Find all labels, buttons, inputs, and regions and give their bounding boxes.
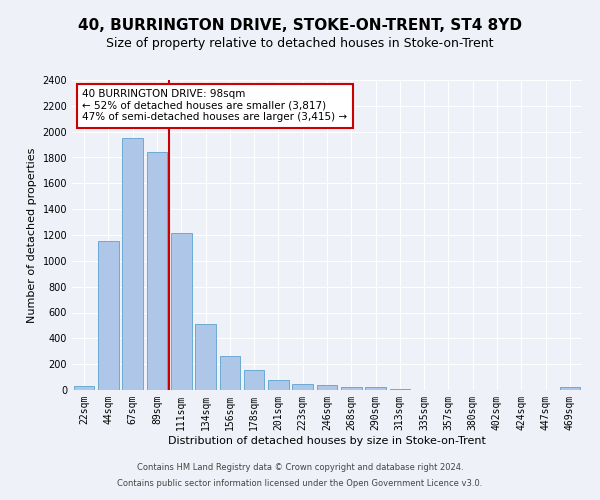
Bar [195,324,216,390]
X-axis label: Distribution of detached houses by size in Stoke-on-Trent: Distribution of detached houses by size … [168,436,486,446]
Bar [146,152,167,390]
Bar [317,385,337,390]
Bar [98,242,119,390]
Bar [122,138,143,390]
Bar [74,386,94,390]
Bar [365,388,386,390]
Bar [560,388,580,390]
Text: 40 BURRINGTON DRIVE: 98sqm
← 52% of detached houses are smaller (3,817)
47% of s: 40 BURRINGTON DRIVE: 98sqm ← 52% of deta… [82,90,347,122]
Bar [244,370,265,390]
Text: Contains HM Land Registry data © Crown copyright and database right 2024.: Contains HM Land Registry data © Crown c… [137,464,463,472]
Bar [268,380,289,390]
Bar [341,387,362,390]
Text: 40, BURRINGTON DRIVE, STOKE-ON-TRENT, ST4 8YD: 40, BURRINGTON DRIVE, STOKE-ON-TRENT, ST… [78,18,522,32]
Text: Size of property relative to detached houses in Stoke-on-Trent: Size of property relative to detached ho… [106,38,494,51]
Text: Contains public sector information licensed under the Open Government Licence v3: Contains public sector information licen… [118,478,482,488]
Bar [171,233,191,390]
Y-axis label: Number of detached properties: Number of detached properties [27,148,37,322]
Bar [292,384,313,390]
Bar [389,388,410,390]
Bar [220,356,240,390]
